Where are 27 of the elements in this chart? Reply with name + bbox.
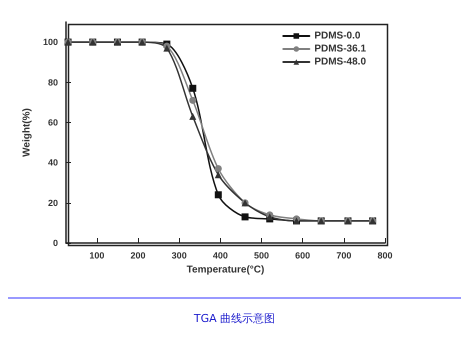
text: TGA 曲线示意图 [192, 312, 276, 325]
point [189, 112, 196, 120]
y-tick-label: 60 [48, 117, 58, 128]
y-tick-label: 0 [52, 238, 58, 248]
x-tick-label: 200 [130, 250, 146, 260]
x-tick-label: 500 [254, 250, 270, 260]
point [189, 96, 196, 104]
x-tick-label: 800 [377, 250, 393, 260]
y-tick-label: 80 [48, 77, 58, 88]
x-tick-label: 600 [295, 250, 310, 260]
point [214, 171, 222, 178]
point [242, 213, 249, 220]
x-tick-label: 400 [212, 250, 228, 260]
x-axis-title: Temperature(°C) [186, 264, 264, 276]
legend-label: PDMS-0.0 [314, 30, 361, 42]
point [214, 191, 222, 198]
point [189, 84, 196, 92]
y-tick-label: 20 [48, 198, 58, 208]
point [214, 165, 222, 172]
y-axis-title: Weight(%) [22, 108, 32, 157]
legend-label: PDMS-48.0 [314, 56, 366, 68]
y-tick-label: 100 [42, 37, 58, 48]
x-tick-label: 100 [89, 250, 104, 260]
x-tick-label: 300 [172, 250, 187, 260]
legend-label: PDMS-36.1 [314, 44, 366, 54]
y-tick-label: 40 [48, 158, 58, 168]
x-tick-label: 700 [336, 250, 352, 260]
